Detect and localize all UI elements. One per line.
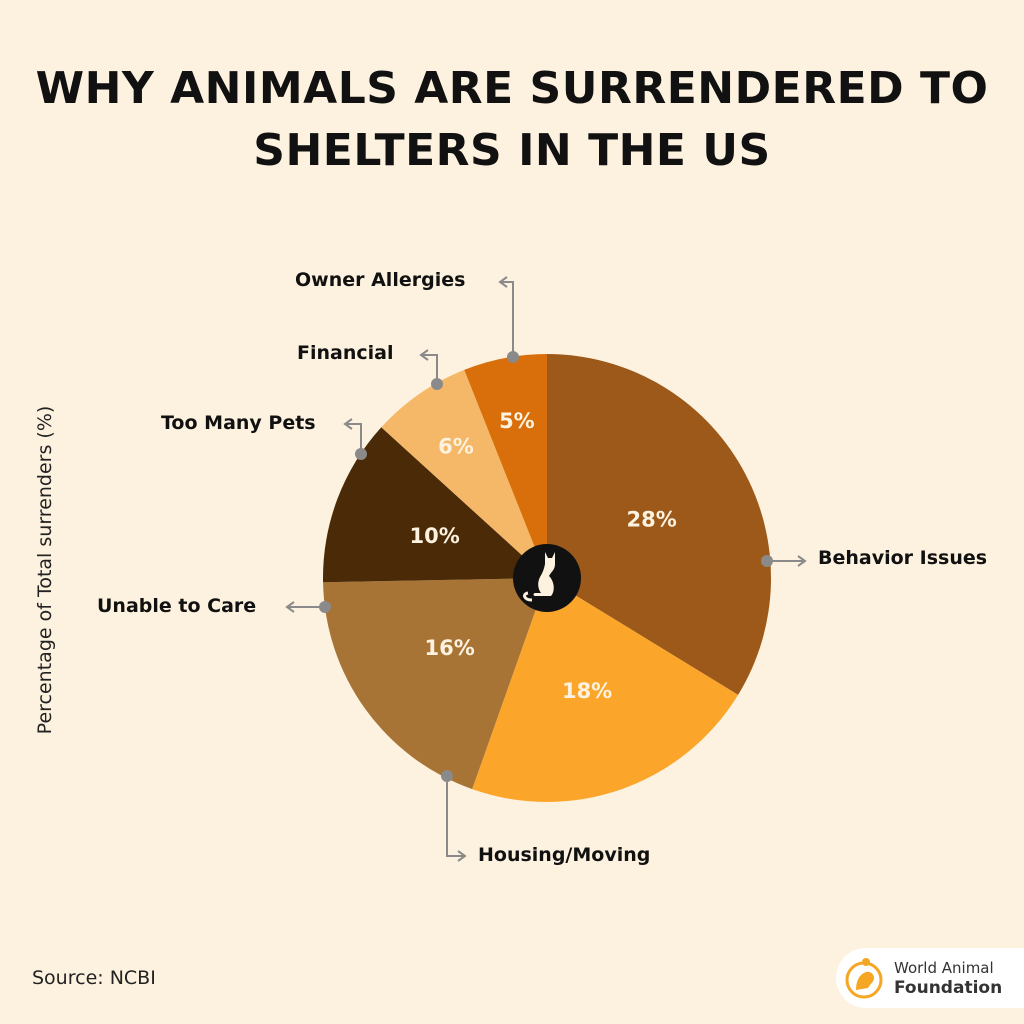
label-too-many-pets: Too Many Pets xyxy=(161,412,316,434)
leader-behavior xyxy=(767,555,807,567)
logo-icon xyxy=(845,958,883,999)
label-owner-allergies: Owner Allergies xyxy=(295,269,466,291)
label-behavior-issues: Behavior Issues xyxy=(818,547,988,569)
pie-slice-unable-to-care xyxy=(323,578,547,790)
leader-dot xyxy=(355,448,367,460)
slice-value-label: 10% xyxy=(410,524,460,548)
slice-value-label: 16% xyxy=(425,636,475,660)
label-unable-to-care: Unable to Care xyxy=(97,595,257,617)
cat-icon xyxy=(513,544,581,612)
leader-housing xyxy=(446,776,467,862)
leader-unable xyxy=(285,601,325,613)
leader-dot xyxy=(761,555,773,567)
source-note: Source: NCBI xyxy=(32,967,156,989)
pie-slice-financial xyxy=(381,369,547,578)
leader-dot xyxy=(431,378,443,390)
slice-value-label: 5% xyxy=(499,409,535,433)
pie-slice-owner-allergies xyxy=(464,354,547,578)
leader-pets xyxy=(343,418,362,454)
world-animal-foundation-logo: World Animal Foundation xyxy=(836,948,1024,1008)
label-financial: Financial xyxy=(297,342,394,364)
leader-dot xyxy=(507,351,519,363)
pie-slice-behavior-issues xyxy=(547,354,771,695)
logo-line1: World Animal xyxy=(894,959,994,977)
slice-value-label: 18% xyxy=(562,679,612,703)
leader-financial xyxy=(419,349,438,384)
logo-line2: Foundation xyxy=(894,978,1003,998)
leader-dot xyxy=(319,601,331,613)
pie-slice-too-many-pets xyxy=(323,427,547,583)
label-housing-moving: Housing/Moving xyxy=(478,844,651,866)
slice-value-label: 6% xyxy=(438,434,474,458)
leader-allergies xyxy=(498,276,514,357)
slice-value-label: 28% xyxy=(627,507,677,531)
chart-title: WHY ANIMALS ARE SURRENDERED TO SHELTERS … xyxy=(35,63,989,176)
pie-slice-housing-moving xyxy=(472,578,739,802)
leader-dot xyxy=(441,770,453,782)
